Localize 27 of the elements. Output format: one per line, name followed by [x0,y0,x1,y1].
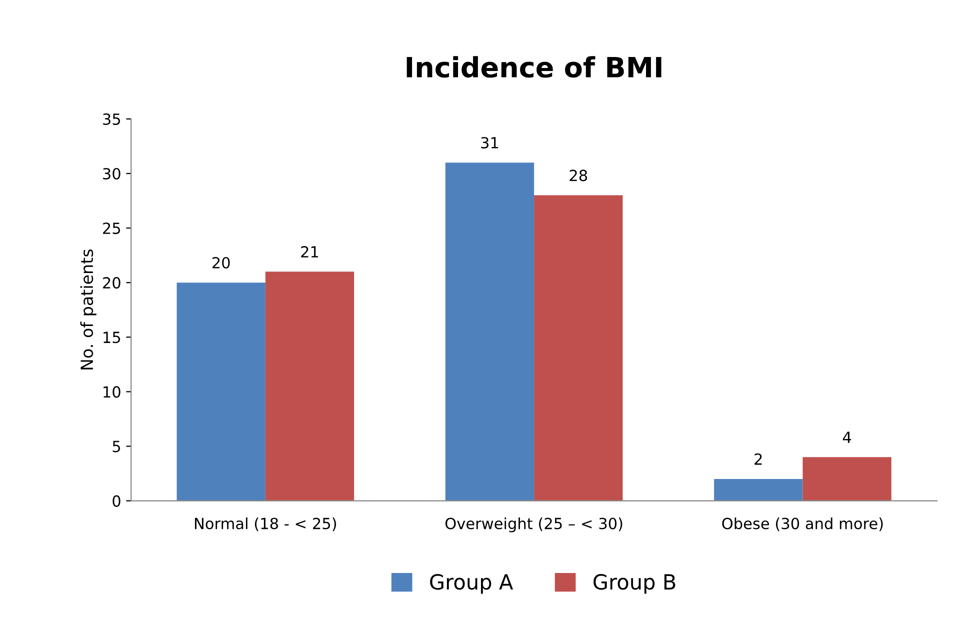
data-label: 2 [754,453,762,465]
bar [445,162,534,501]
data-label: 20 [212,256,230,269]
y-tick-label: 20 [103,277,120,289]
bar [265,272,354,501]
data-label: 21 [301,246,318,258]
y-tick-label: 30 [103,168,120,180]
x-tick-label: Normal (18 - < 25) [194,517,336,532]
bar [176,282,266,501]
data-label: 31 [481,136,498,149]
y-tick-label: 35 [103,113,120,125]
chart-title: Incidence of BMI [406,56,662,78]
y-tick-label: 0 [112,495,120,507]
legend-label: Group A [430,574,514,594]
y-axis-title: No. of patients [80,250,96,370]
data-label: 4 [842,432,852,443]
x-tick-label: Obese (30 and more) [722,517,883,532]
y-tick-label: 10 [104,386,120,398]
y-tick-label: 5 [112,440,120,452]
x-tick-label: Overweight (25 – < 30) [445,517,622,532]
bar [802,457,892,501]
y-tick-label: 15 [104,332,120,344]
y-tick-label: 25 [103,222,120,234]
data-label: 28 [570,170,588,182]
bar [534,195,623,501]
bar [714,478,803,501]
legend-label: Group B [594,574,676,594]
